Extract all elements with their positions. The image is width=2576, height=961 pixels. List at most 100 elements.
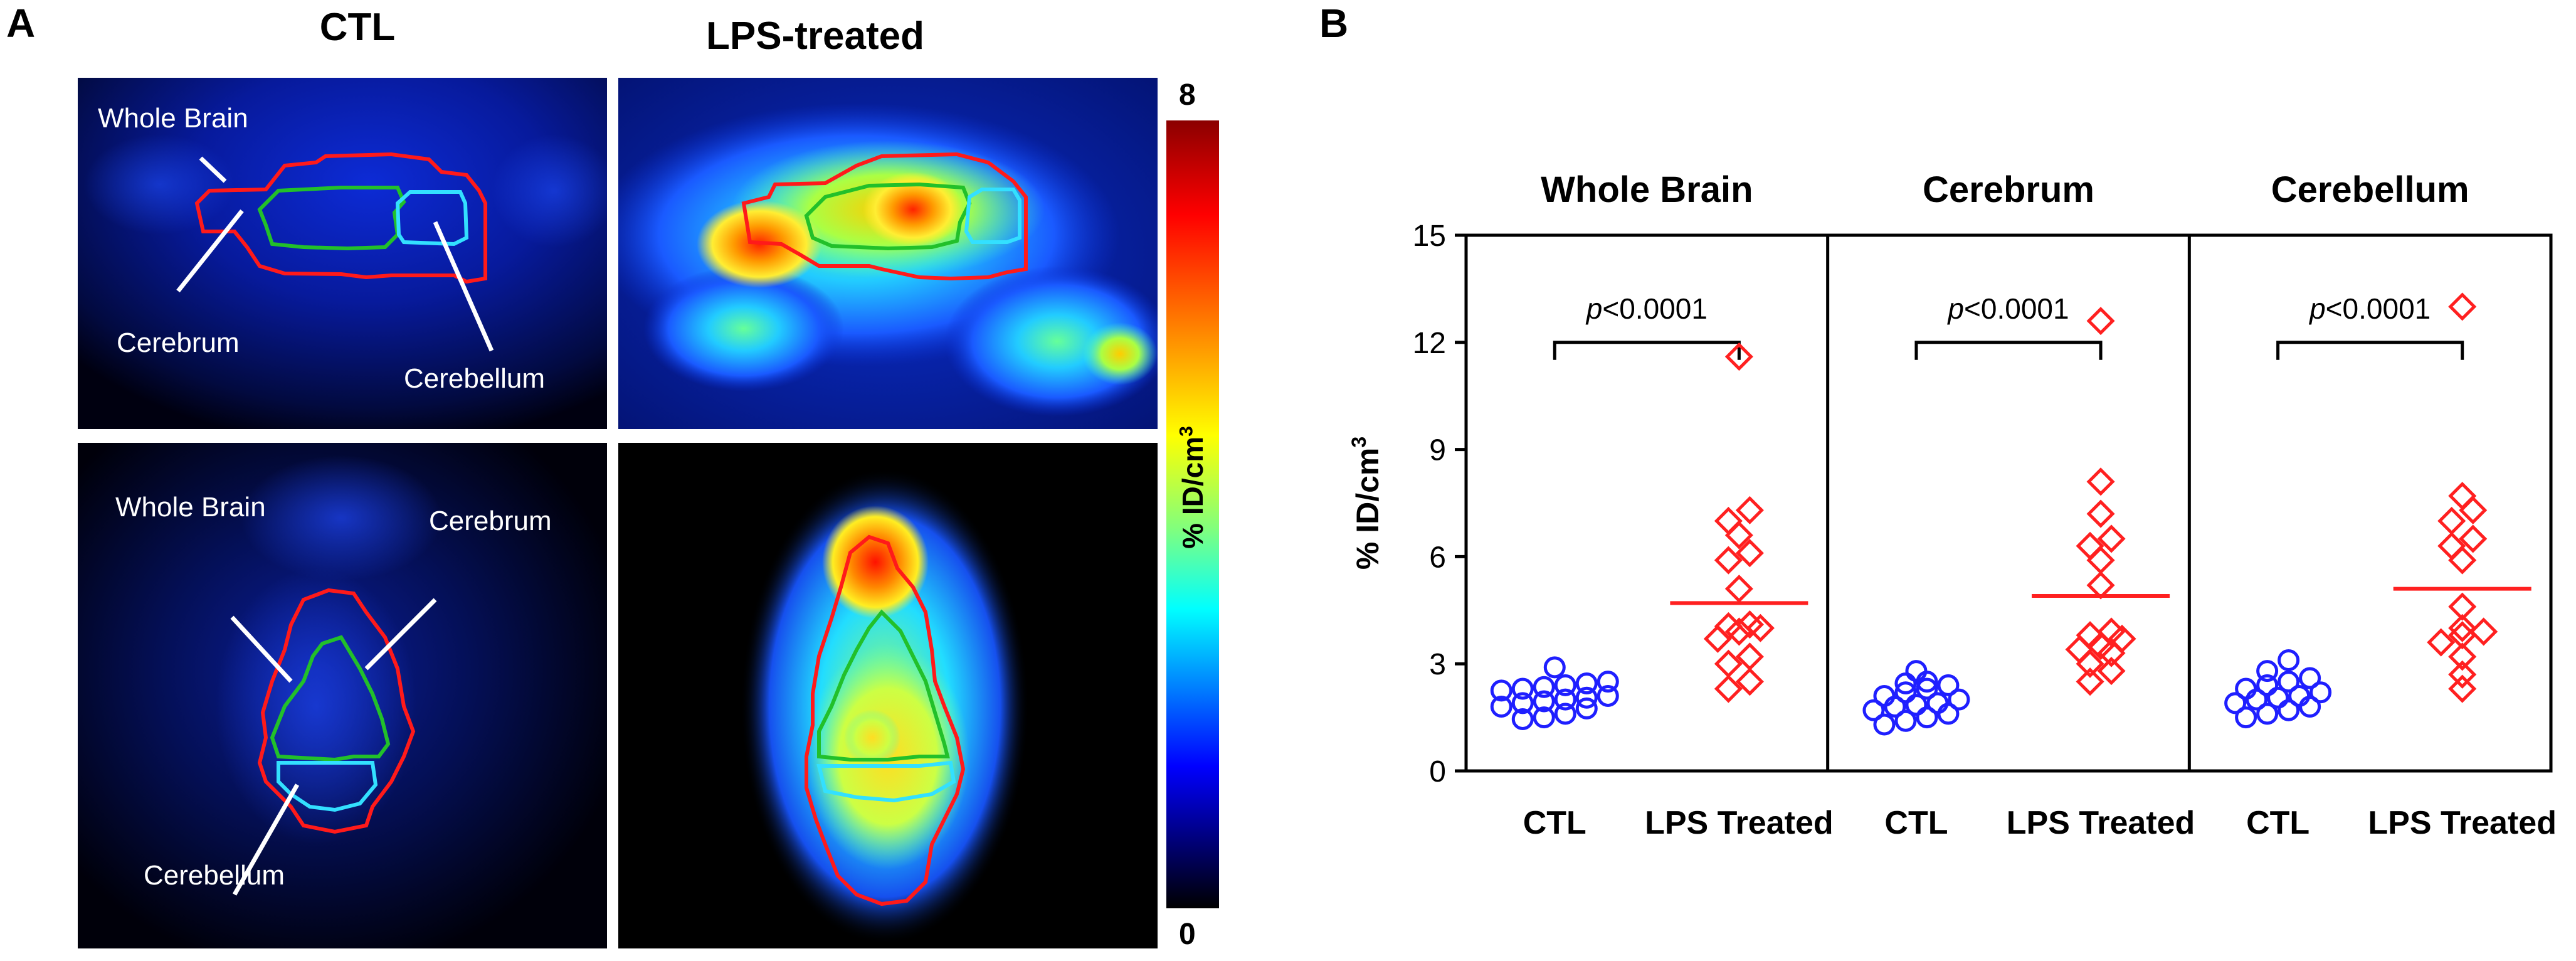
- data-point-ctl: [1575, 686, 1598, 709]
- data-point-lps: [2065, 635, 2094, 664]
- p-value-text: <0.0001: [1964, 292, 2069, 325]
- data-point-ctl: [1543, 656, 1566, 679]
- data-point-lps: [1714, 546, 1743, 575]
- data-point-ctl: [1490, 696, 1512, 718]
- data-point-ctl: [2299, 667, 2321, 689]
- data-point-lps: [1735, 667, 1764, 696]
- pointer-cerebellum-bottom: [232, 783, 300, 896]
- roi-cerebellum-ctl-axial: [277, 761, 378, 812]
- plot-frame: [1464, 233, 2553, 773]
- data-point-lps: [2086, 546, 2115, 575]
- colorbar: [1166, 120, 1219, 908]
- data-point-ctl: [1597, 671, 1619, 693]
- pointer-whole-brain-bottom: [230, 615, 293, 683]
- y-tick-label: 15: [1413, 220, 1446, 253]
- p-value-label: p<0.0001: [1585, 292, 1708, 325]
- data-point-lps: [1714, 674, 1743, 703]
- p-value-label: p<0.0001: [2308, 292, 2431, 325]
- data-point-lps: [2437, 531, 2466, 560]
- roi-whole-brain-ctl-axial: [257, 588, 416, 834]
- roi-whole-brain-ctl-sagittal: [194, 152, 487, 284]
- data-point-ctl: [2224, 692, 2247, 714]
- data-point-ctl: [1905, 660, 1928, 682]
- label-whole-brain-bottom: Whole Brain: [115, 492, 266, 523]
- x-group-label: LPS Treated: [2007, 805, 2195, 841]
- data-point-ctl: [2299, 696, 2321, 718]
- roi-cerebellum-lps-axial: [816, 760, 956, 803]
- data-point-lps: [2097, 639, 2126, 667]
- data-point-lps: [2097, 524, 2126, 553]
- label-whole-brain-top: Whole Brain: [98, 103, 248, 134]
- data-point-ctl: [1533, 690, 1555, 713]
- image-ctl-axial: Whole Brain Cerebrum Cerebellum: [78, 443, 607, 948]
- y-axis-label-main: % ID/cm: [1350, 448, 1385, 570]
- data-point-lps: [2448, 482, 2477, 511]
- panel-b-label: B: [1319, 1, 1349, 46]
- data-point-ctl: [2235, 706, 2257, 729]
- data-point-lps: [2448, 292, 2477, 321]
- data-point-lps: [2469, 617, 2498, 646]
- data-point-lps: [1724, 575, 1753, 603]
- panel-title: Cerebellum: [2271, 169, 2469, 210]
- data-point-lps: [2448, 546, 2477, 575]
- data-point-ctl: [1575, 697, 1598, 719]
- data-point-ctl: [2267, 686, 2289, 709]
- data-point-lps: [2427, 628, 2456, 657]
- data-point-lps: [2437, 506, 2466, 536]
- image-lps-sagittal: [618, 78, 1158, 429]
- data-point-lps: [2097, 657, 2126, 686]
- roi-cerebrum-ctl-axial: [270, 635, 391, 762]
- data-point-lps: [1724, 342, 1753, 371]
- data-point-lps: [2086, 571, 2115, 600]
- x-group-label: CTL: [1523, 805, 1586, 841]
- label-cerebrum-bottom: Cerebrum: [429, 506, 552, 536]
- data-point-ctl: [2278, 671, 2300, 693]
- data-point-lps: [1703, 624, 1732, 653]
- data-point-ctl: [1511, 708, 1534, 730]
- col-title-ctl: CTL: [319, 6, 396, 49]
- p-value-text: <0.0001: [2326, 292, 2431, 325]
- data-point-ctl: [2278, 699, 2300, 721]
- y-tick-label: 6: [1429, 541, 1446, 574]
- data-point-lps: [1714, 649, 1743, 678]
- data-point-ctl: [2256, 674, 2279, 696]
- data-point-ctl: [2309, 681, 2332, 704]
- y-tick-label: 0: [1429, 755, 1446, 788]
- p-value-prefix: p: [2308, 292, 2326, 325]
- data-point-lps: [2448, 674, 2477, 703]
- x-group-label: CTL: [1884, 805, 1948, 841]
- p-value-prefix: p: [1585, 292, 1603, 325]
- colorbar-title: % ID/cm3: [1176, 393, 1210, 581]
- roi-cerebrum-lps-sagittal: [804, 182, 972, 251]
- y-axis-label-sup: 3: [1348, 437, 1370, 448]
- p-value-prefix: p: [1946, 292, 1964, 325]
- colorbar-max-label: 8: [1179, 78, 1196, 112]
- data-point-ctl: [1916, 706, 1938, 729]
- data-point-ctl: [1894, 681, 1917, 704]
- data-point-ctl: [1937, 674, 1960, 696]
- significance-bracket: [1914, 341, 2103, 360]
- data-point-ctl: [1948, 688, 1970, 711]
- data-point-ctl: [2256, 703, 2279, 725]
- data-point-ctl: [2278, 649, 2300, 672]
- x-group-label: LPS Treated: [1645, 805, 1834, 841]
- data-point-ctl: [1884, 696, 1906, 718]
- pointer-whole-brain-top: [199, 156, 227, 183]
- significance-bracket: [2276, 341, 2464, 360]
- data-point-lps: [2076, 667, 2104, 696]
- p-value-label: p<0.0001: [1946, 292, 2069, 325]
- data-point-ctl: [1597, 684, 1619, 707]
- data-point-lps: [2448, 621, 2477, 650]
- data-point-ctl: [2256, 660, 2279, 682]
- data-point-lps: [2086, 499, 2115, 528]
- data-point-lps: [2448, 642, 2477, 671]
- data-point-ctl: [1554, 674, 1576, 696]
- data-point-lps: [2076, 531, 2104, 560]
- pointer-cerebrum-top: [176, 209, 244, 293]
- data-point-ctl: [1511, 692, 1534, 714]
- data-point-lps: [2076, 649, 2104, 678]
- data-point-ctl: [1575, 672, 1598, 695]
- data-point-ctl: [2246, 688, 2268, 711]
